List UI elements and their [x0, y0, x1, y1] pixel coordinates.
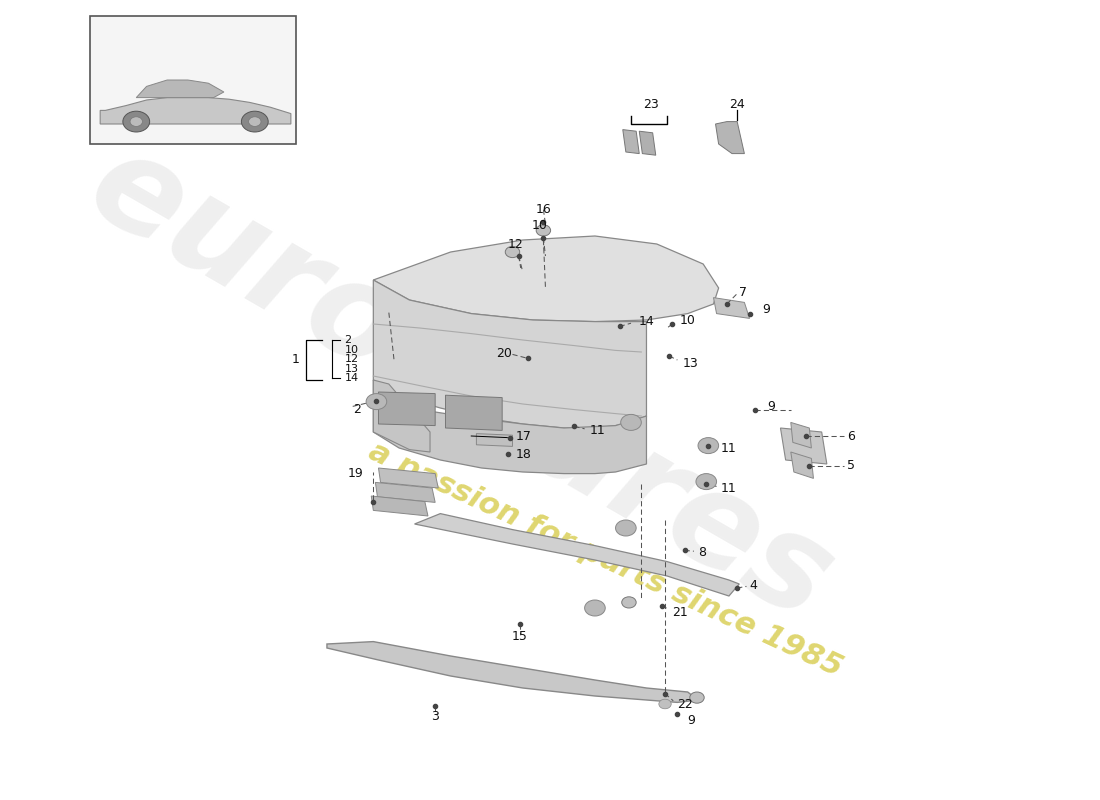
Polygon shape: [791, 422, 812, 448]
Text: 9: 9: [767, 400, 774, 413]
Circle shape: [616, 520, 636, 536]
Text: 11: 11: [720, 482, 736, 494]
Circle shape: [123, 111, 150, 132]
Bar: [90, 16, 296, 144]
Polygon shape: [415, 514, 739, 596]
Circle shape: [659, 699, 671, 709]
Text: 9: 9: [762, 303, 770, 316]
Polygon shape: [446, 395, 503, 430]
Text: 7: 7: [739, 286, 747, 298]
Circle shape: [621, 597, 636, 608]
Polygon shape: [373, 236, 718, 322]
Circle shape: [366, 394, 387, 410]
Text: 21: 21: [672, 606, 688, 618]
Circle shape: [584, 600, 605, 616]
Text: 15: 15: [512, 630, 528, 642]
Polygon shape: [136, 80, 224, 98]
Text: 3: 3: [431, 710, 439, 723]
Polygon shape: [715, 122, 745, 154]
Text: 8: 8: [698, 546, 706, 558]
Text: 19: 19: [348, 467, 363, 480]
Text: a passion for parts since 1985: a passion for parts since 1985: [364, 437, 847, 683]
Polygon shape: [476, 434, 513, 446]
Circle shape: [505, 246, 519, 258]
Text: 17: 17: [516, 430, 531, 442]
Text: 13: 13: [682, 358, 698, 370]
Text: 9: 9: [688, 714, 695, 726]
Polygon shape: [791, 452, 814, 478]
Text: 23: 23: [642, 98, 659, 110]
Polygon shape: [327, 642, 698, 702]
Text: 6: 6: [847, 430, 856, 442]
Text: 13: 13: [344, 364, 359, 374]
Text: 5: 5: [847, 459, 856, 472]
Text: 14: 14: [638, 315, 654, 328]
Text: 14: 14: [344, 374, 359, 383]
Text: 18: 18: [516, 448, 531, 461]
Text: 24: 24: [729, 98, 745, 110]
Text: 10: 10: [344, 345, 359, 354]
Polygon shape: [378, 392, 436, 426]
Text: 11: 11: [720, 442, 736, 454]
Polygon shape: [378, 468, 438, 488]
Text: 1: 1: [292, 354, 299, 366]
Text: 12: 12: [344, 354, 359, 364]
Text: 11: 11: [590, 424, 605, 437]
Text: 4: 4: [749, 579, 758, 592]
Text: 22: 22: [678, 698, 693, 710]
Polygon shape: [373, 380, 430, 452]
Circle shape: [241, 111, 268, 132]
Polygon shape: [373, 280, 647, 428]
Polygon shape: [623, 130, 639, 154]
Polygon shape: [372, 496, 428, 516]
Circle shape: [130, 117, 142, 126]
Polygon shape: [639, 131, 656, 155]
Text: 10: 10: [531, 219, 547, 232]
Polygon shape: [375, 482, 436, 502]
Text: eurospares: eurospares: [68, 120, 854, 648]
Polygon shape: [373, 380, 647, 474]
Circle shape: [620, 414, 641, 430]
Circle shape: [698, 438, 718, 454]
Text: 2: 2: [353, 403, 361, 416]
Text: 2: 2: [344, 335, 352, 345]
Circle shape: [696, 474, 716, 490]
Circle shape: [690, 692, 704, 703]
Polygon shape: [100, 98, 290, 124]
Text: 10: 10: [680, 314, 695, 326]
Text: 16: 16: [536, 203, 551, 216]
Circle shape: [249, 117, 261, 126]
Circle shape: [536, 225, 551, 236]
Text: 20: 20: [496, 347, 513, 360]
Text: 12: 12: [508, 238, 524, 250]
Polygon shape: [781, 428, 827, 464]
Polygon shape: [714, 298, 749, 318]
